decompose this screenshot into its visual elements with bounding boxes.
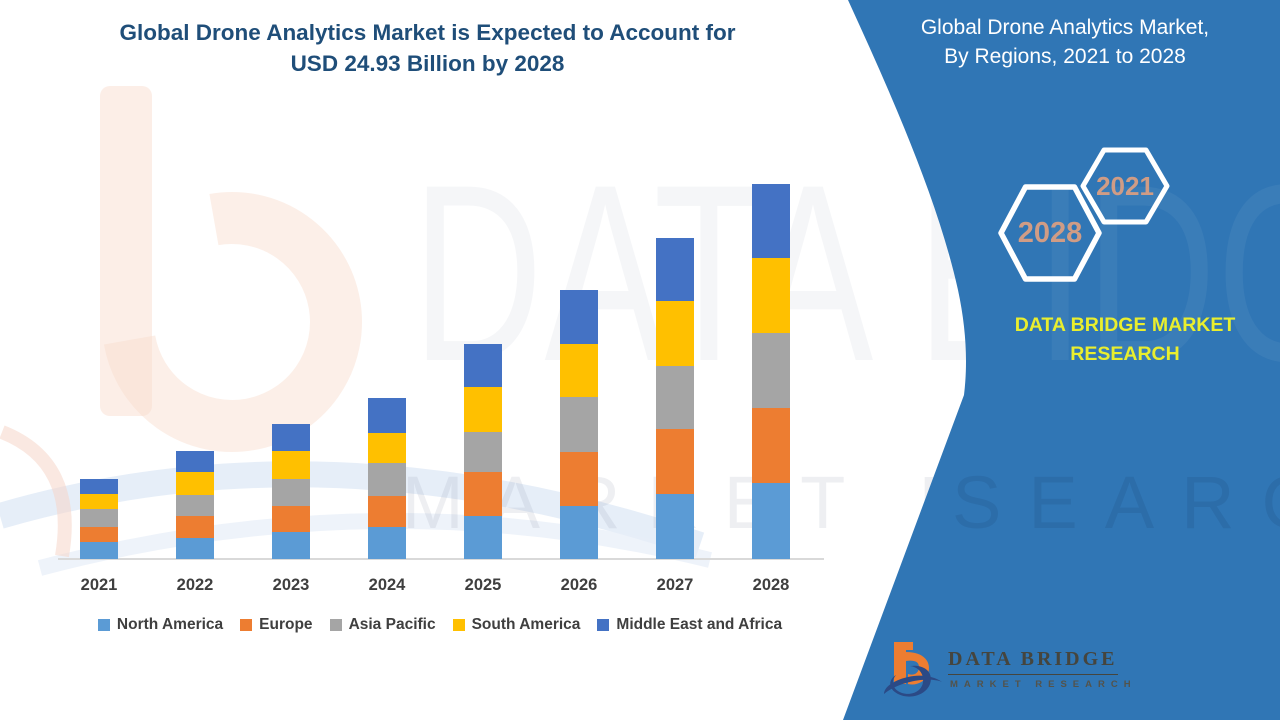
x-tick-label-2022: 2022	[176, 576, 214, 594]
legend-item-asia-pacific: Asia Pacific	[329, 616, 436, 634]
legend-label: Europe	[259, 616, 313, 633]
bar-segment-2024-north-america	[368, 527, 406, 559]
x-tick-label-2028: 2028	[752, 576, 790, 594]
legend-label: Middle East and Africa	[616, 616, 783, 633]
panel-title-line1: Global Drone Analytics Market,	[920, 16, 1210, 39]
bar-segment-2026-europe	[560, 451, 598, 506]
hexagon-2028	[998, 184, 1102, 282]
panel-title: Global Drone Analytics Market, By Region…	[900, 13, 1230, 71]
legend-swatch	[597, 619, 610, 631]
bar-segment-2024-asia-pacific	[368, 463, 406, 496]
bar-segment-2025-south-america	[464, 386, 502, 432]
logo-subtitle: MARKET RESEARCH	[950, 679, 1137, 690]
bar-segment-2022-middle-east-and-africa	[176, 450, 214, 472]
x-tick-label-2023: 2023	[272, 576, 310, 594]
legend-swatch	[452, 619, 465, 631]
chart-title: Global Drone Analytics Market is Expecte…	[55, 17, 800, 79]
bar-segment-2021-asia-pacific	[80, 509, 118, 527]
bar-segment-2023-south-america	[272, 450, 310, 479]
logo-wordmark: DATA BRIDGE	[948, 648, 1118, 675]
x-tick-label-2027: 2027	[656, 576, 694, 594]
bar-segment-2023-asia-pacific	[272, 478, 310, 506]
bar-segment-2023-north-america	[272, 532, 310, 559]
bar-segment-2022-europe	[176, 516, 214, 538]
bar-segment-2022-north-america	[176, 537, 214, 559]
bar-segment-2021-middle-east-and-africa	[80, 479, 118, 494]
bar-segment-2022-asia-pacific	[176, 494, 214, 517]
hexagon-year-2028: 2028	[1017, 217, 1083, 249]
bar-segment-2028-south-america	[752, 257, 790, 333]
x-axis-line	[58, 558, 824, 560]
legend-item-south-america: South America	[452, 616, 581, 634]
hexagon-2021	[1080, 147, 1170, 225]
bar-segment-2027-north-america	[656, 493, 694, 559]
bar-segment-2021-north-america	[80, 542, 118, 559]
legend-label: North America	[116, 616, 224, 633]
chart-legend: North America Europe Asia Pacific South Ame…	[42, 616, 838, 634]
x-tick-label-2026: 2026	[560, 576, 598, 594]
bar-segment-2022-south-america	[176, 471, 214, 495]
legend-swatch	[240, 619, 253, 631]
bar-segment-2028-asia-pacific	[752, 332, 790, 408]
bar-segment-2027-asia-pacific	[656, 365, 694, 430]
bar-segment-2028-europe	[752, 407, 790, 484]
bar-segment-2028-middle-east-and-africa	[752, 184, 790, 258]
brand-text: DATA BRIDGE MARKET RESEARCH	[1014, 314, 1236, 365]
legend-item-middle-east-and-africa: Middle East and Africa	[597, 616, 782, 634]
bar-segment-2021-south-america	[80, 493, 118, 510]
databridge-logo-icon	[884, 642, 942, 697]
chart-title-line2: USD 24.93 Billion by 2028	[290, 51, 565, 76]
x-tick-label-2025: 2025	[464, 576, 502, 594]
chart-title-line1: Global Drone Analytics Market is Expecte…	[119, 20, 736, 45]
bar-segment-2027-europe	[656, 429, 694, 494]
bar-segment-2021-europe	[80, 526, 118, 543]
bar-segment-2025-europe	[464, 471, 502, 517]
bar-segment-2028-north-america	[752, 483, 790, 559]
bar-segment-2026-north-america	[560, 505, 598, 559]
bar-segment-2027-south-america	[656, 301, 694, 366]
bar-segment-2023-middle-east-and-africa	[272, 424, 310, 451]
hexagon-outlines	[998, 147, 1170, 282]
bar-segment-2026-middle-east-and-africa	[560, 290, 598, 345]
bar-segment-2025-north-america	[464, 516, 502, 559]
legend-swatch	[97, 619, 110, 631]
legend-item-europe: Europe	[240, 616, 313, 634]
bar-segment-2025-middle-east-and-africa	[464, 344, 502, 387]
bar-segment-2024-middle-east-and-africa	[368, 397, 406, 434]
bar-segment-2027-middle-east-and-africa	[656, 237, 694, 302]
panel-watermark-research-text: SEARCH	[952, 461, 1280, 544]
panel-title-line2: By Regions, 2021 to 2028	[944, 45, 1186, 68]
legend-label: South America	[471, 616, 581, 633]
bar-segment-2026-south-america	[560, 344, 598, 398]
bar-segment-2023-europe	[272, 505, 310, 533]
legend-swatch	[329, 619, 342, 631]
x-tick-label-2024: 2024	[368, 576, 406, 594]
bar-segment-2026-asia-pacific	[560, 397, 598, 452]
hexagon-year-2021: 2021	[1096, 171, 1154, 201]
legend-label: Asia Pacific	[348, 616, 436, 633]
bar-segment-2024-europe	[368, 496, 406, 528]
bar-segment-2025-asia-pacific	[464, 431, 502, 472]
legend-item-north-america: North America	[97, 616, 224, 634]
x-tick-label-2021: 2021	[80, 576, 118, 594]
bar-segment-2024-south-america	[368, 433, 406, 464]
